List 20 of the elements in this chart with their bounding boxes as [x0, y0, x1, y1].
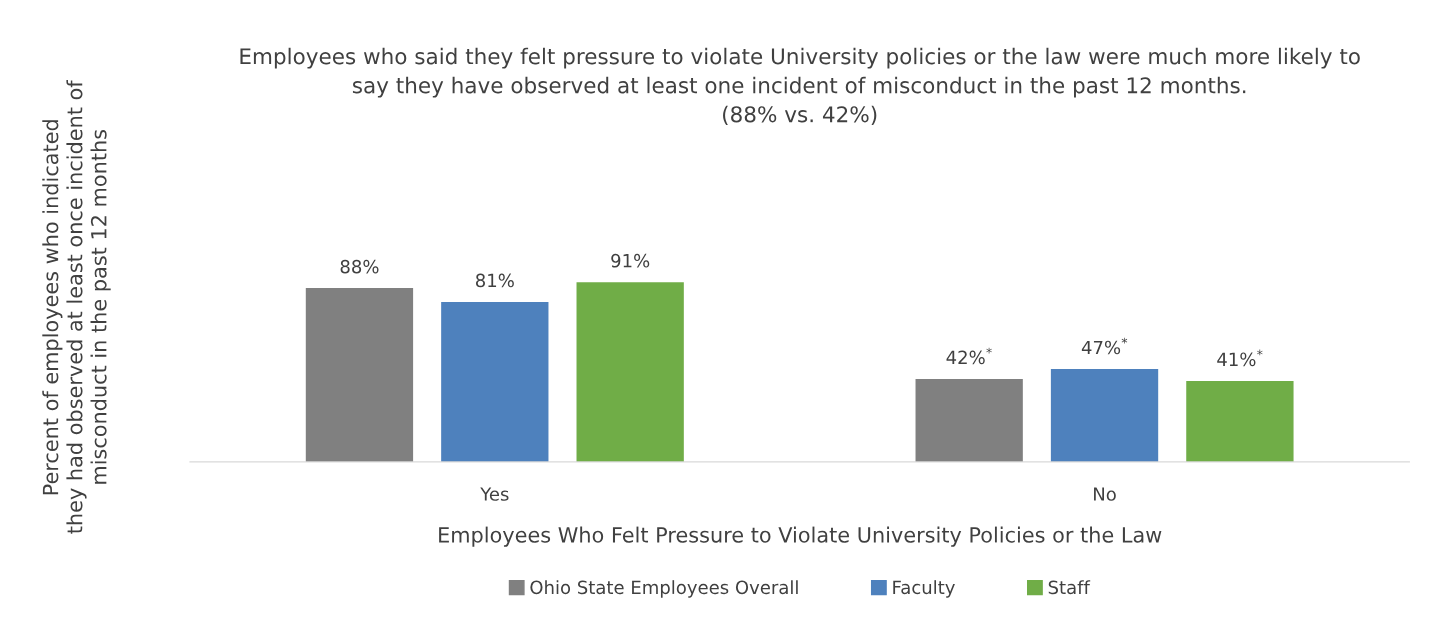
legend-label: Faculty [893, 580, 955, 598]
bar [915, 378, 1023, 462]
data-label: 47%$^{*}$ [1081, 337, 1128, 355]
bar [1050, 369, 1159, 462]
data-label: 41%$^{*}$ [1217, 349, 1263, 367]
y-axis-title: Percent of employees who indicated they had observed at least once incident of misconduct in the past 12 months [42, 79, 111, 534]
x-tick-label: Yes [480, 487, 509, 501]
legend-label: Staff [1048, 580, 1091, 595]
data-label: 42%$^{*}$ [946, 347, 992, 365]
x-tick-label: No [1094, 487, 1116, 501]
bar [576, 282, 684, 462]
bar [441, 301, 549, 462]
chart-title: Employees who said they felt pressure to violate University policies or the law were much more likely to say they have observed at least one incident of misconduct in the past 12 months. (88% vs. 42%) [240, 47, 1360, 125]
legend-label: Ohio State Employees Overall [530, 580, 798, 598]
bar [1186, 380, 1294, 462]
data-label: 81% [475, 273, 514, 288]
x-axis-title: Employees Who Felt Pressure to Violate University Policies or the Law [439, 526, 1162, 547]
bar [305, 288, 414, 462]
data-label: 91% [611, 253, 650, 268]
data-label: 88% [340, 259, 379, 274]
